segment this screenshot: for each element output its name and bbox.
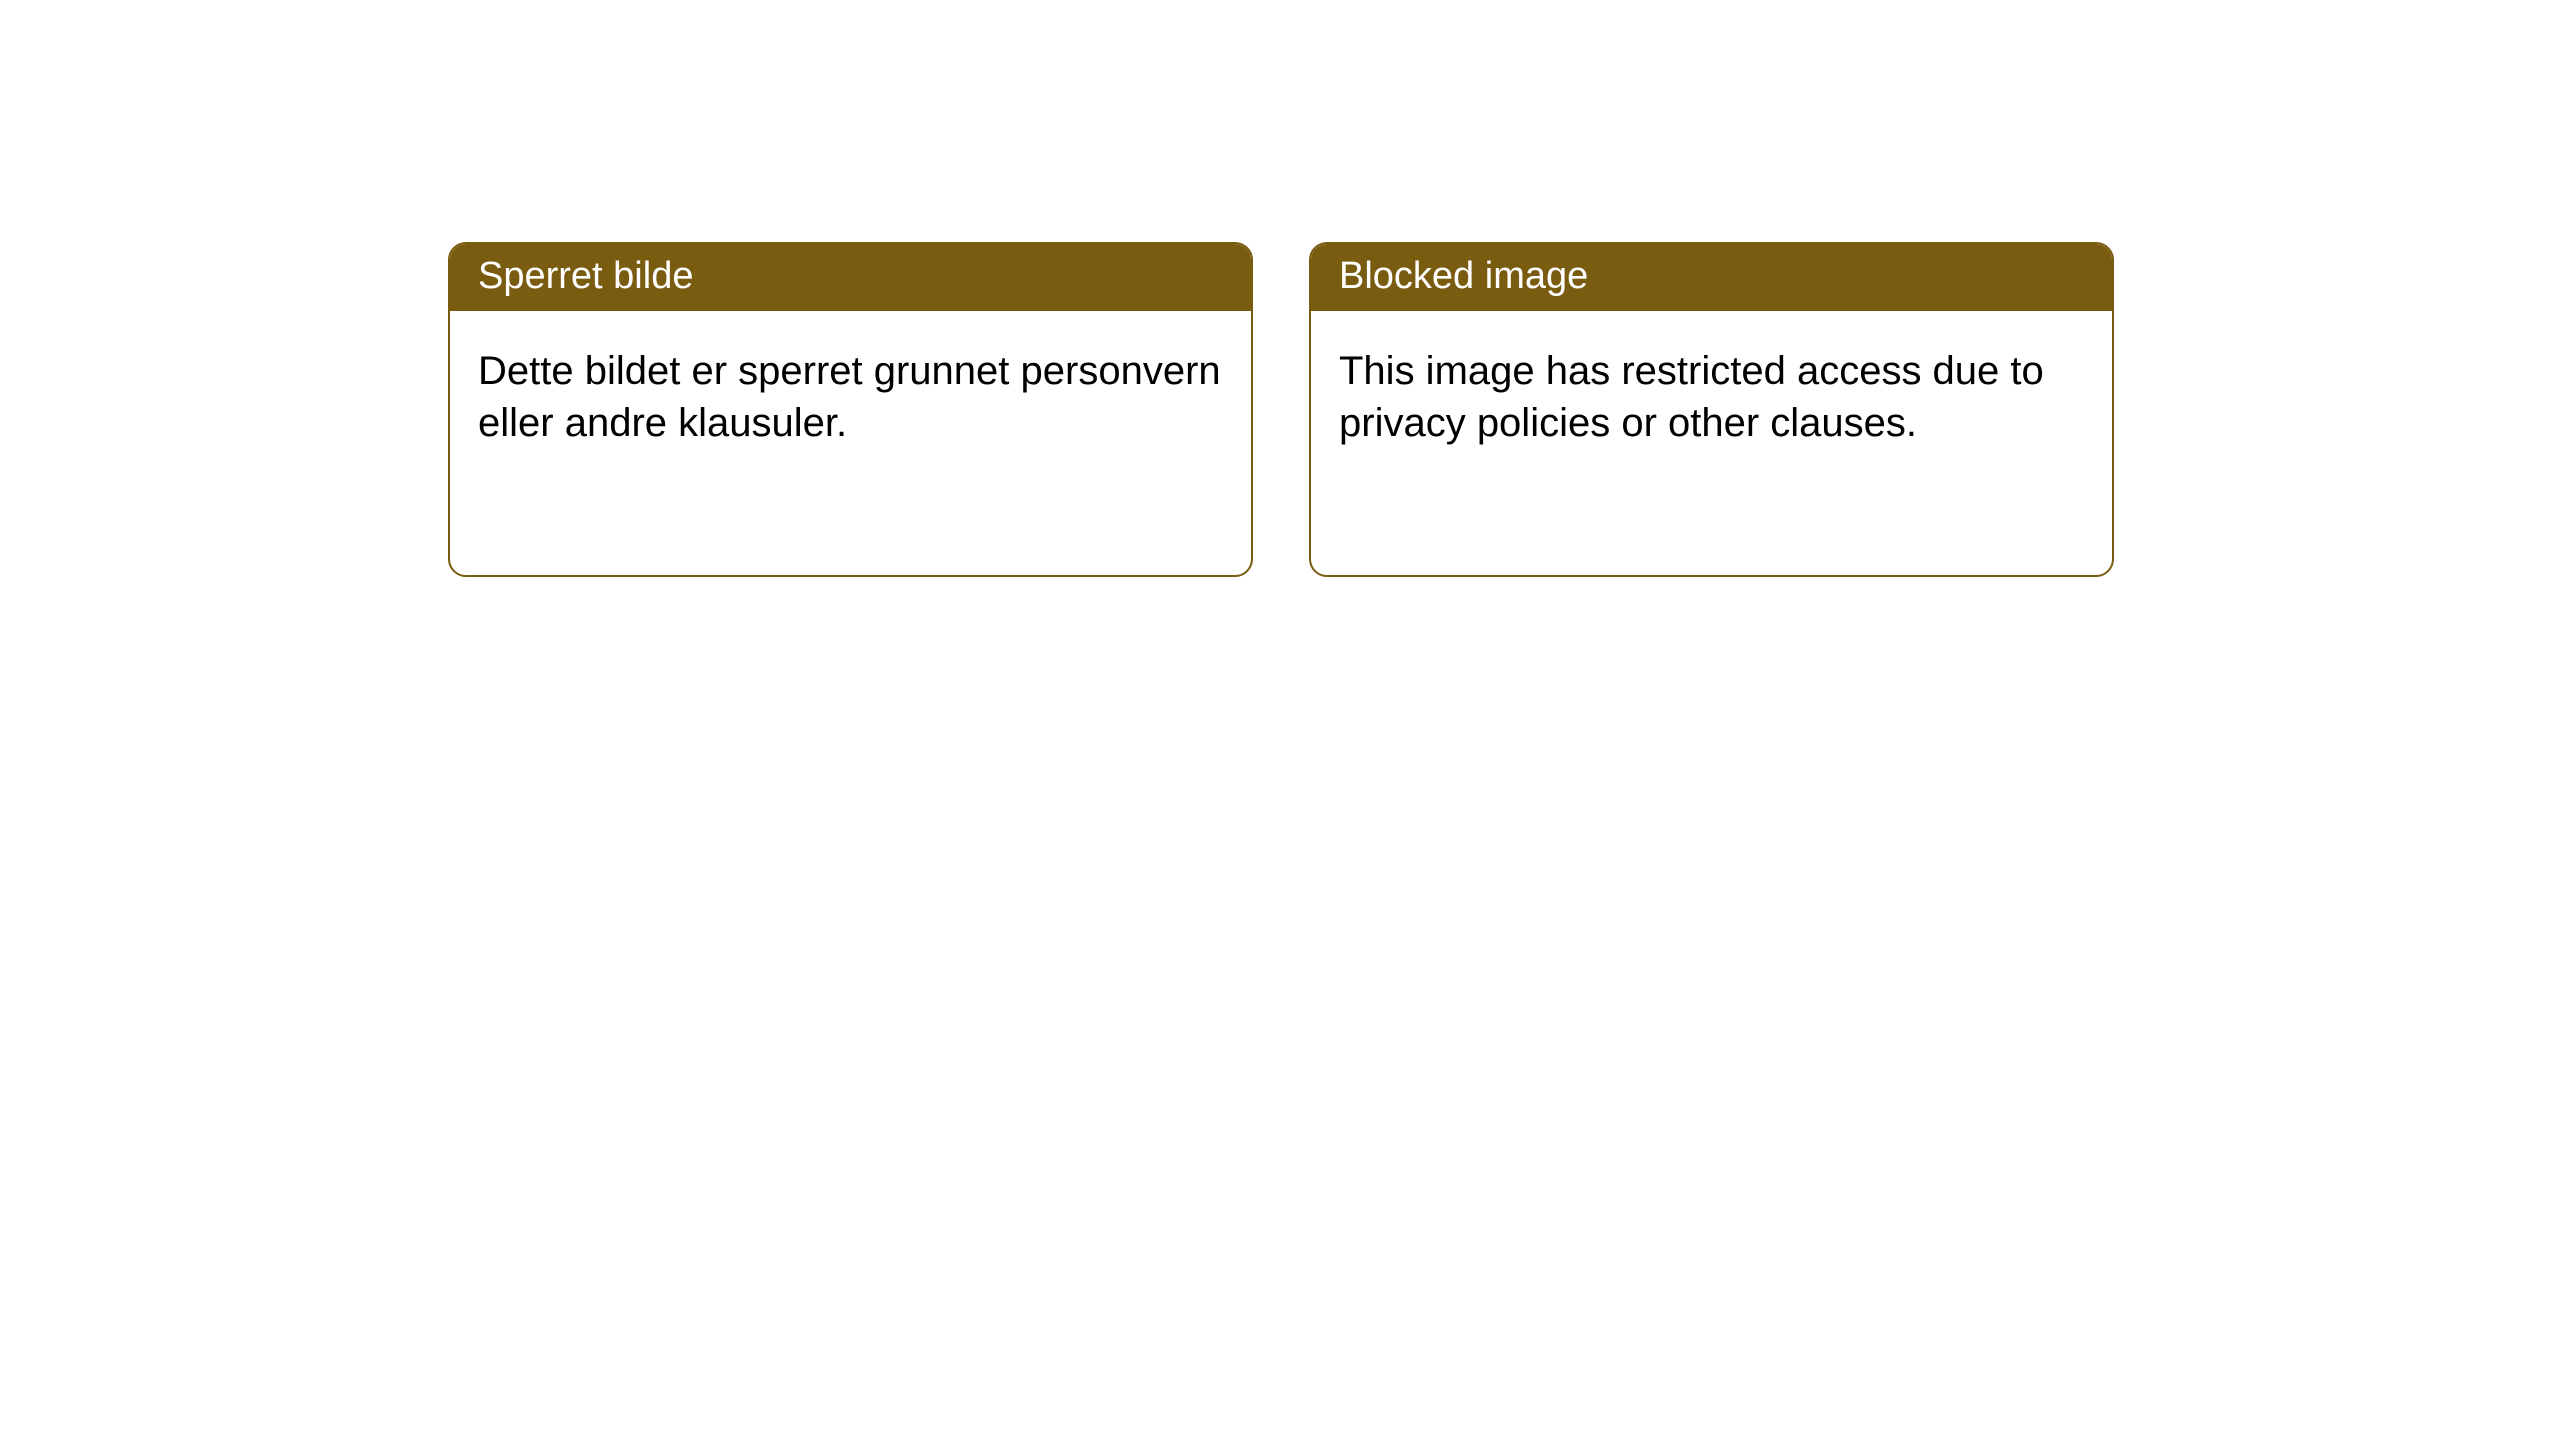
notice-body-english: This image has restricted access due to … bbox=[1311, 311, 2112, 483]
notice-body-norwegian: Dette bildet er sperret grunnet personve… bbox=[450, 311, 1251, 483]
notice-header-english: Blocked image bbox=[1311, 244, 2112, 311]
notice-card-english: Blocked image This image has restricted … bbox=[1309, 242, 2114, 577]
notice-card-norwegian: Sperret bilde Dette bildet er sperret gr… bbox=[448, 242, 1253, 577]
notice-container: Sperret bilde Dette bildet er sperret gr… bbox=[0, 0, 2560, 577]
notice-header-norwegian: Sperret bilde bbox=[450, 244, 1251, 311]
